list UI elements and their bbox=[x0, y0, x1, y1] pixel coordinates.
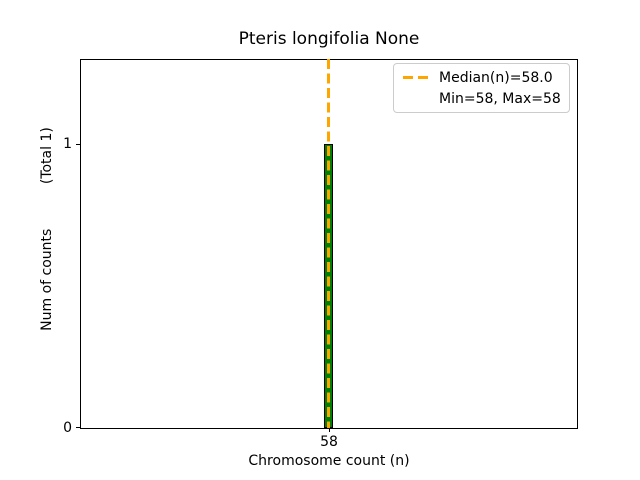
legend-minmax-label: Min=58, Max=58 bbox=[439, 90, 561, 107]
legend-median-label: Median(n)=58.0 bbox=[439, 69, 553, 86]
y-tick-label-0: 0 bbox=[63, 420, 72, 436]
legend-minmax-spacer bbox=[403, 97, 430, 100]
x-axis-label: Chromosome count (n) bbox=[248, 453, 410, 469]
y-tick-label-1: 1 bbox=[63, 136, 72, 152]
y-axis-tick-1 bbox=[76, 144, 80, 145]
y-axis-tick-0 bbox=[76, 427, 80, 428]
legend: Median(n)=58.0 Min=58, Max=58 bbox=[393, 63, 570, 113]
y-axis-label: Num of counts (Total 1) bbox=[39, 127, 55, 331]
x-tick-label: 58 bbox=[320, 434, 338, 450]
x-axis-tick bbox=[329, 428, 330, 432]
legend-median-dashed-line-sample bbox=[403, 76, 430, 79]
median-line bbox=[327, 59, 330, 428]
chart-title: Pteris longifolia None bbox=[238, 29, 420, 49]
legend-row-minmax: Min=58, Max=58 bbox=[403, 89, 561, 108]
legend-row-median: Median(n)=58.0 bbox=[403, 68, 560, 87]
